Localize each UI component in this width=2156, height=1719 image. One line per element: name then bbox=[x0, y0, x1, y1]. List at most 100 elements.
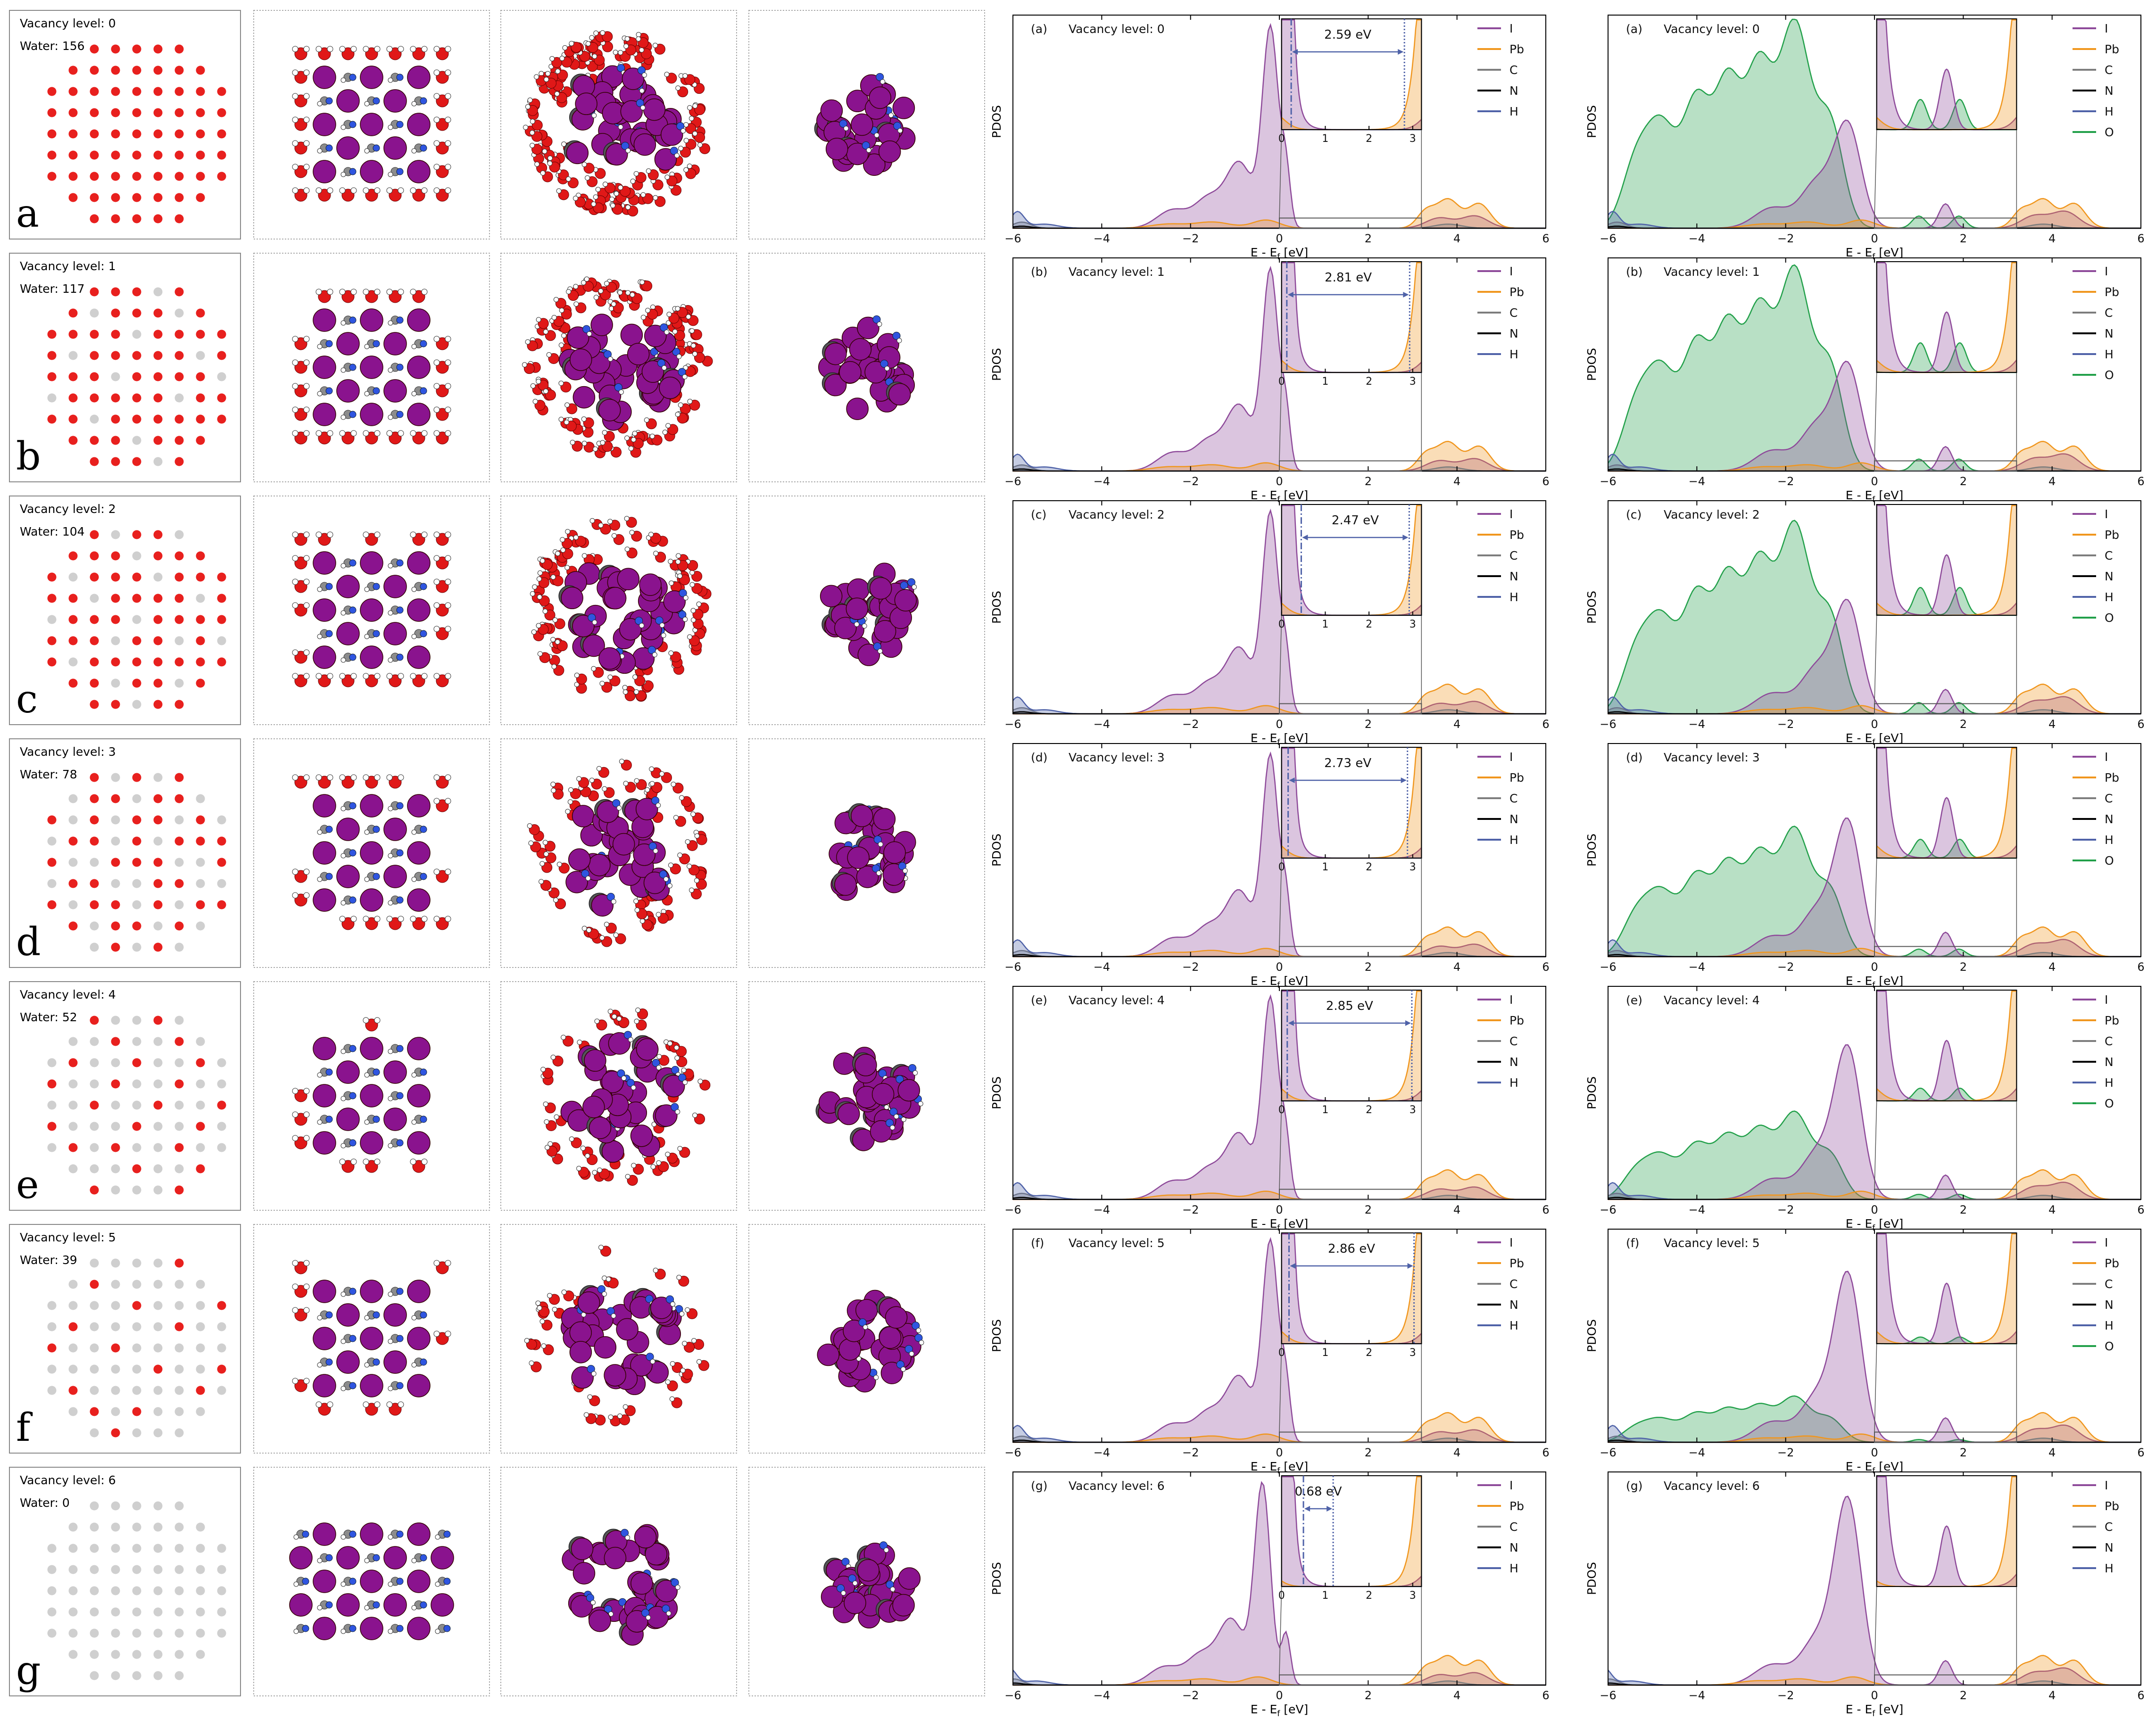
x-axis-label: E - Ef [eV] bbox=[1251, 974, 1308, 990]
iodine-atom bbox=[407, 1037, 431, 1060]
vacancy-site bbox=[174, 414, 184, 424]
water-hydrogen bbox=[680, 1368, 686, 1373]
legend-label-H: H bbox=[2105, 833, 2114, 847]
vacancy-site bbox=[68, 615, 78, 624]
water-molecule bbox=[436, 580, 449, 593]
legend-label-O: O bbox=[2105, 368, 2114, 382]
water-hydrogen bbox=[682, 1340, 688, 1346]
water-hydrogen bbox=[315, 673, 322, 679]
water-hydrogen bbox=[433, 626, 440, 632]
vacancy-site bbox=[153, 900, 163, 909]
nitrogen-atom bbox=[443, 1625, 451, 1632]
vacancy-site bbox=[174, 594, 184, 603]
water-hydrogen bbox=[561, 333, 567, 339]
legend-label-Pb: Pb bbox=[1509, 1256, 1524, 1270]
vacancy-site bbox=[196, 615, 205, 624]
vacancy-site bbox=[132, 1280, 141, 1289]
vacancy-site bbox=[47, 1364, 57, 1374]
iodine-atom bbox=[407, 551, 431, 575]
water-hydrogen bbox=[662, 430, 668, 435]
vacancy-site bbox=[196, 858, 205, 867]
hydrogen-atom bbox=[676, 354, 682, 359]
water-hydrogen bbox=[530, 383, 536, 388]
vacancy-site bbox=[217, 129, 226, 139]
x-tick-label: 6 bbox=[2137, 960, 2144, 974]
structure-view-3 bbox=[748, 738, 985, 968]
iodine-atom bbox=[289, 1593, 313, 1617]
water-hydrogen bbox=[292, 1088, 299, 1094]
nitrogen-atom bbox=[671, 1066, 680, 1074]
hydrogen-atom bbox=[894, 1114, 899, 1119]
iodine-atom bbox=[645, 1543, 668, 1566]
iodine-atom bbox=[313, 598, 336, 622]
water-hydrogen bbox=[633, 171, 639, 176]
water-hydrogen bbox=[574, 682, 580, 687]
hydrogen-atom bbox=[340, 124, 346, 130]
hydrogen-atom bbox=[435, 1628, 440, 1634]
water-hydrogen bbox=[543, 851, 549, 857]
structure-view-2 bbox=[500, 253, 737, 482]
vacancy-site bbox=[68, 1407, 78, 1416]
panel-tag: (c) bbox=[1626, 508, 1642, 521]
iodine-atom bbox=[313, 1522, 336, 1546]
hydrogen-atom bbox=[317, 101, 323, 107]
iodine-atom bbox=[336, 622, 360, 645]
y-axis-label: PDOS bbox=[1585, 1562, 1599, 1595]
inset-tick-label: 1 bbox=[1322, 376, 1328, 388]
water-hydrogen bbox=[433, 774, 440, 781]
vacancy-site bbox=[47, 129, 57, 139]
water-hydrogen bbox=[410, 187, 416, 194]
water-hydrogen bbox=[350, 1158, 357, 1165]
nitrogen-atom bbox=[660, 323, 668, 332]
vacancy-site bbox=[132, 1522, 141, 1532]
vacancy-site bbox=[111, 1258, 120, 1268]
vacancy-site bbox=[196, 1322, 205, 1331]
hydrogen-atom bbox=[388, 563, 393, 569]
iodine-atom bbox=[360, 113, 383, 136]
iodine-atom bbox=[633, 133, 656, 156]
water-hydrogen bbox=[674, 1045, 680, 1050]
water-hydrogen bbox=[398, 1401, 404, 1408]
vacancy-site bbox=[174, 393, 184, 403]
vacancy-site bbox=[196, 572, 205, 582]
vacancy-site bbox=[111, 921, 120, 931]
x-tick-label: 0 bbox=[1871, 960, 1878, 974]
x-tick-label: −6 bbox=[1600, 718, 1616, 731]
water-hydrogen bbox=[650, 1164, 656, 1170]
water-hydrogen bbox=[292, 1307, 299, 1314]
iodine-atom bbox=[572, 1562, 596, 1585]
water-hydrogen bbox=[445, 93, 451, 99]
nitrogen-atom bbox=[396, 896, 404, 904]
water-hydrogen bbox=[445, 673, 451, 679]
vacancy-site bbox=[90, 921, 99, 931]
vacancy-site bbox=[68, 372, 78, 381]
legend-box bbox=[2066, 1232, 2137, 1360]
legend-label-C: C bbox=[1509, 549, 1517, 562]
iodine-atom bbox=[407, 66, 431, 89]
inset-tick-label: 3 bbox=[1410, 1347, 1416, 1359]
x-tick-label: −6 bbox=[1600, 232, 1616, 245]
water-hydrogen bbox=[669, 580, 674, 586]
vacancy-site bbox=[90, 900, 99, 909]
iodine-atom bbox=[569, 348, 592, 371]
water-hydrogen bbox=[433, 46, 440, 52]
water-hydrogen bbox=[543, 388, 548, 394]
water-hydrogen bbox=[681, 1067, 687, 1073]
panel-tag: (e) bbox=[1031, 993, 1047, 1007]
x-tick-label: 4 bbox=[2048, 475, 2056, 488]
iodine-atom bbox=[582, 1096, 605, 1118]
hydrogen-atom bbox=[317, 634, 323, 639]
vacancy-site bbox=[111, 372, 120, 381]
water-hydrogen bbox=[292, 359, 299, 366]
inset-frame-border bbox=[1876, 504, 2017, 616]
water-hydrogen bbox=[292, 868, 299, 875]
pdos-area-Pb bbox=[1013, 684, 1546, 714]
legend-label-O: O bbox=[2105, 125, 2114, 139]
water-hydrogen bbox=[303, 164, 310, 170]
water-hydrogen bbox=[374, 673, 381, 679]
nitrogen-atom bbox=[396, 653, 404, 661]
water-hydrogen bbox=[532, 399, 538, 405]
water-molecule bbox=[365, 431, 378, 445]
water-hydrogen bbox=[433, 140, 440, 147]
pdos-area-O bbox=[1608, 19, 2141, 228]
